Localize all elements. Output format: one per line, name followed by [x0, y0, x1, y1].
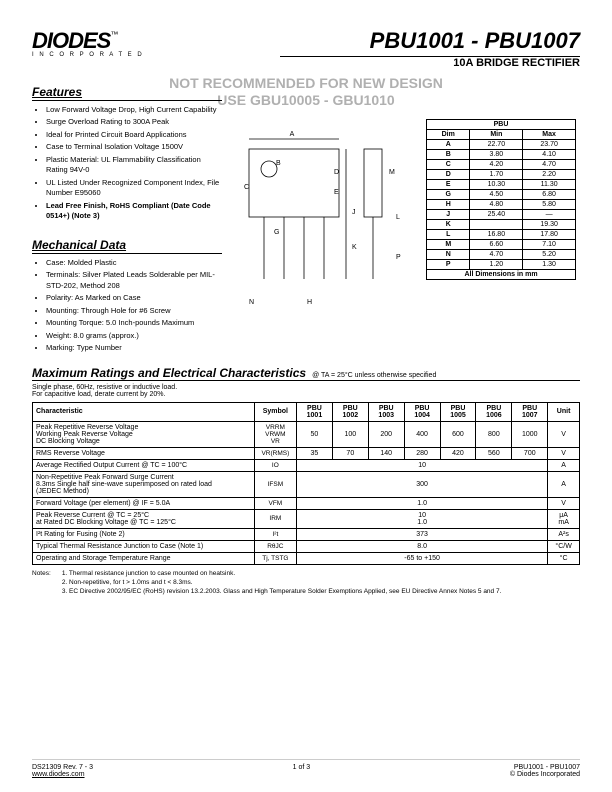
logo-tm: ™ [110, 30, 118, 39]
rt-row: Peak Reverse Current @ TC = 25°C at Rate… [33, 509, 580, 528]
rt-col-part: PBU1005 [440, 402, 476, 421]
dim-footer: All Dimensions in mm [427, 269, 576, 279]
feature-item: Case to Terminal Isolation Voltage 1500V [46, 142, 222, 153]
ratings-note: Single phase, 60Hz, resistive or inducti… [32, 384, 580, 398]
svg-text:D: D [334, 169, 339, 176]
rt-col-part: PBU1004 [404, 402, 440, 421]
rt-row: Typical Thermal Resistance Junction to C… [33, 540, 580, 552]
note-item: 2. Non-repetitive, for t > 1.0ms and t <… [62, 578, 572, 587]
rt-col-part: PBU1006 [476, 402, 512, 421]
feature-item: Low Forward Voltage Drop, High Current C… [46, 105, 222, 116]
mech-item: Weight: 8.0 grams (approx.) [46, 331, 222, 342]
dim-row: G4.506.80 [427, 189, 576, 199]
svg-text:K: K [352, 244, 357, 251]
dim-col-min: Min [470, 129, 523, 139]
subtitle: 10A BRIDGE RECTIFIER [280, 56, 580, 69]
footer-right: PBU1001 - PBU1007 © Diodes Incorporated [510, 764, 580, 778]
dim-row: A22.7023.70 [427, 139, 576, 149]
features-title: Features [32, 85, 222, 101]
mech-title: Mechanical Data [32, 238, 222, 254]
footer: DS21309 Rev. 7 - 3 www.diodes.com 1 of 3… [32, 759, 580, 778]
notes-label: Notes: [32, 569, 60, 578]
logo: DIODES ™ I N C O R P O R A T E D [32, 28, 144, 58]
mech-item: Marking: Type Number [46, 343, 222, 354]
svg-text:G: G [274, 229, 279, 236]
footer-mid: 1 of 3 [293, 764, 311, 778]
mech-item: Mounting: Through Hole for #6 Screw [46, 306, 222, 317]
dimension-table: PBU Dim Min Max A22.7023.70B3.804.10C4.2… [426, 119, 576, 280]
rt-row: Non-Repetitive Peak Forward Surge Curren… [33, 471, 580, 497]
title-block: PBU1001 - PBU1007 10A BRIDGE RECTIFIER [280, 28, 580, 69]
rt-col-char: Characteristic [33, 402, 255, 421]
dim-row: B3.804.10 [427, 149, 576, 159]
notes-block: Notes: 1. Thermal resistance junction to… [32, 569, 580, 596]
dim-row: K19.30 [427, 219, 576, 229]
mech-item: Case: Molded Plastic [46, 258, 222, 269]
mech-list: Case: Molded PlasticTerminals: Silver Pl… [46, 258, 222, 354]
svg-text:C: C [244, 184, 249, 191]
rt-row: Operating and Storage Temperature RangeT… [33, 552, 580, 564]
dim-row: C4.204.70 [427, 159, 576, 169]
dim-row: E10.3011.30 [427, 179, 576, 189]
left-column: Features Low Forward Voltage Drop, High … [32, 79, 222, 356]
dim-row: D1.702.20 [427, 169, 576, 179]
logo-subtext: I N C O R P O R A T E D [32, 52, 144, 58]
mech-item: Polarity: As Marked on Case [46, 293, 222, 304]
logo-text: DIODES [32, 28, 110, 54]
feature-item: Ideal for Printed Circuit Board Applicat… [46, 130, 222, 141]
ratings-title: Maximum Ratings and Electrical Character… [32, 366, 306, 380]
dim-row: M6.607.10 [427, 239, 576, 249]
footer-left: DS21309 Rev. 7 - 3 www.diodes.com [32, 764, 93, 778]
svg-text:P: P [396, 254, 401, 261]
dim-row: L16.8017.80 [427, 229, 576, 239]
dim-col-dim: Dim [427, 129, 470, 139]
feature-item: Surge Overload Rating to 300A Peak [46, 117, 222, 128]
dim-row: P1.201.30 [427, 259, 576, 269]
dim-row: H4.805.80 [427, 199, 576, 209]
note-item: 1. Thermal resistance junction to case m… [62, 569, 572, 578]
rt-row: RMS Reverse VoltageVR(RMS)35701402804205… [33, 447, 580, 459]
footer-url: www.diodes.com [32, 771, 93, 778]
ratings-header: Maximum Ratings and Electrical Character… [32, 366, 580, 381]
dim-name: PBU [427, 119, 576, 129]
rt-col-part: PBU1002 [332, 402, 368, 421]
ratings-cond: @ TA = 25°C unless otherwise specified [312, 372, 436, 379]
svg-text:E: E [334, 189, 339, 196]
part-title: PBU1001 - PBU1007 [280, 28, 580, 54]
rt-col-part: PBU1007 [512, 402, 548, 421]
rt-row: Forward Voltage (per element) @ IF = 5.0… [33, 497, 580, 509]
rt-col-part: PBU1003 [368, 402, 404, 421]
svg-text:L: L [396, 214, 400, 221]
mech-item: Terminals: Silver Plated Leads Solderabl… [46, 270, 222, 291]
note-item: 3. EC Directive 2002/95/EC (RoHS) revisi… [62, 587, 572, 596]
svg-text:M: M [389, 169, 395, 176]
mech-item: Mounting Torque: 5.0 Inch-pounds Maximum [46, 318, 222, 329]
footer-copy: © Diodes Incorporated [510, 771, 580, 778]
rt-row: Peak Repetitive Reverse Voltage Working … [33, 421, 580, 447]
rt-col-sym: Symbol [254, 402, 296, 421]
header: DIODES ™ I N C O R P O R A T E D PBU1001… [32, 28, 580, 69]
rt-col-unit: Unit [548, 402, 580, 421]
svg-text:J: J [352, 209, 356, 216]
rt-row: I²t Rating for Fusing (Note 2)I²t373A²s [33, 528, 580, 540]
footer-rev: DS21309 Rev. 7 - 3 [32, 764, 93, 771]
feature-item: Lead Free Finish, RoHS Compliant (Date C… [46, 201, 222, 222]
ratings-table: Characteristic Symbol PBU1001PBU1002PBU1… [32, 402, 580, 565]
svg-text:N: N [249, 299, 254, 306]
dim-row: N4.705.20 [427, 249, 576, 259]
svg-text:A: A [290, 131, 295, 138]
svg-text:B: B [276, 160, 281, 167]
dim-col-max: Max [523, 129, 576, 139]
svg-text:H: H [307, 299, 312, 306]
package-drawing: A J N H M C B D E K L P G [234, 79, 414, 356]
feature-item: Plastic Material: UL Flammability Classi… [46, 155, 222, 176]
dim-row: J25.40— [427, 209, 576, 219]
rt-row: Average Rectified Output Current @ TC = … [33, 459, 580, 471]
feature-item: UL Listed Under Recognized Component Ind… [46, 178, 222, 199]
dimension-table-wrap: PBU Dim Min Max A22.7023.70B3.804.10C4.2… [426, 119, 576, 356]
features-list: Low Forward Voltage Drop, High Current C… [46, 105, 222, 222]
footer-parts: PBU1001 - PBU1007 [510, 764, 580, 771]
rt-col-part: PBU1001 [296, 402, 332, 421]
